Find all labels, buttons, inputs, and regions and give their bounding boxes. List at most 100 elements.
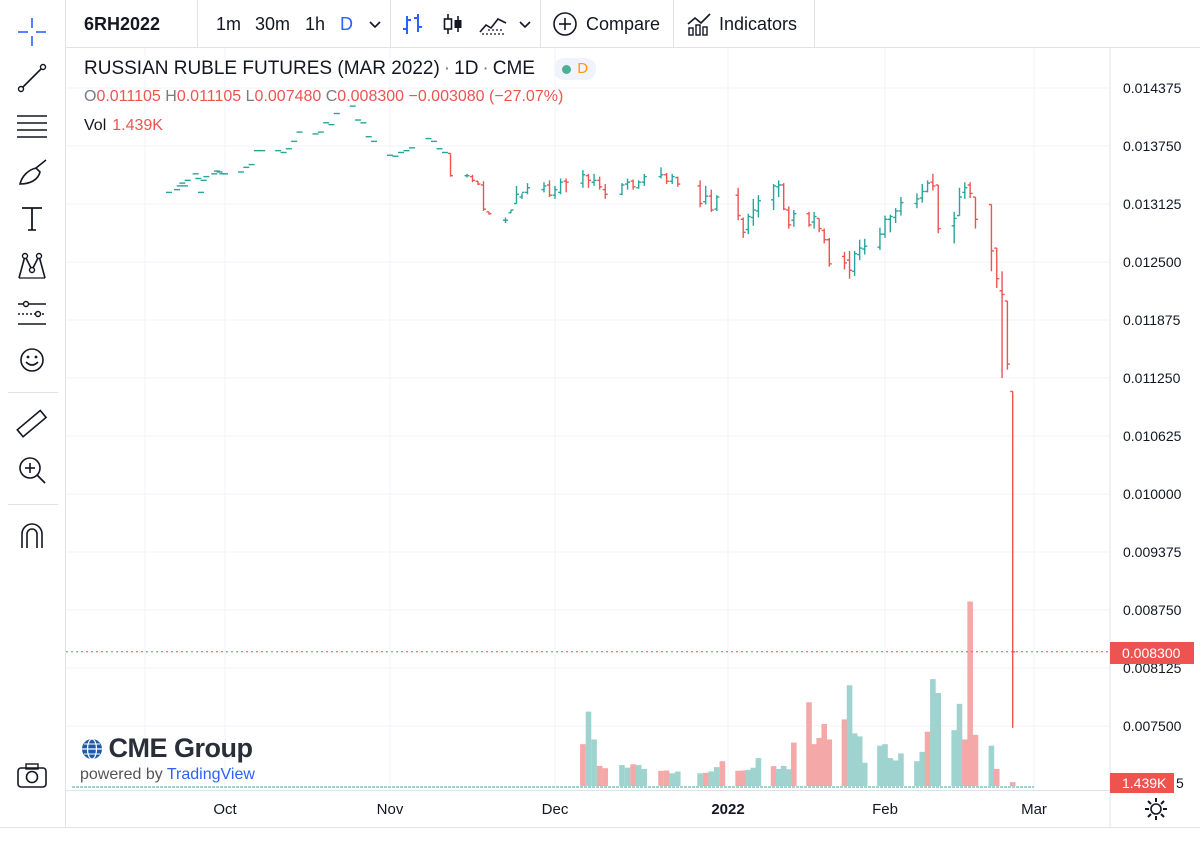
volume-bar: [972, 734, 979, 786]
ohlc-bar: [519, 191, 525, 199]
volume-bar: [740, 770, 746, 786]
ohlc-bar: [776, 180, 782, 198]
screenshot-camera-icon[interactable]: [14, 758, 50, 794]
volume-bar: [887, 758, 894, 786]
close-key: C: [325, 88, 338, 106]
chart-legend: RUSSIAN RUBLE FUTURES (MAR 2022) · 1D · CME …: [84, 58, 597, 135]
ohlc-bar: [664, 172, 670, 185]
watermark[interactable]: CME Group powered by TradingView: [80, 733, 255, 784]
volume-bar: [935, 693, 942, 786]
ohlc-bar: [619, 183, 625, 196]
prediction-tool-icon[interactable]: [14, 296, 50, 332]
brush-icon[interactable]: [14, 156, 50, 192]
ohlc-bar: [898, 197, 904, 216]
ohlc-bar: [882, 215, 888, 238]
volume-bar: [602, 768, 609, 786]
ohlc-bar: [740, 217, 746, 238]
tradingview-link[interactable]: TradingView: [166, 766, 255, 783]
ohlc-bar: [503, 217, 508, 224]
volume-bar: [663, 770, 670, 786]
timeframe-30m[interactable]: 30m: [255, 14, 291, 34]
price-tick: 0.007500: [1123, 718, 1182, 734]
candles-chart-type-icon[interactable]: [440, 10, 466, 38]
volume-bar: [861, 762, 868, 786]
volume-bar: [591, 739, 597, 786]
volume-bar: [791, 742, 797, 786]
magnet-icon[interactable]: [14, 518, 50, 554]
ohlc-bar: [714, 195, 720, 211]
timeframe-d[interactable]: D: [340, 14, 353, 34]
indicators-icon[interactable]: [686, 10, 714, 38]
legend-title-row[interactable]: RUSSIAN RUBLE FUTURES (MAR 2022) · 1D · CME …: [84, 58, 597, 80]
ohlc-bar: [636, 180, 642, 189]
ohlc-bar: [914, 193, 920, 209]
text-tool-icon[interactable]: [14, 200, 50, 236]
volume-bar: [877, 745, 883, 786]
ohlc-bar: [563, 178, 569, 193]
measure-ruler-icon[interactable]: [14, 406, 50, 442]
ohlc-bar: [508, 209, 514, 214]
volume-bar: [785, 769, 792, 786]
exchange-label: CME: [492, 58, 535, 79]
time-tick: Mar: [1021, 801, 1047, 818]
chart-type-dropdown-chevron-icon[interactable]: [516, 10, 534, 38]
volume-bar: [775, 768, 782, 786]
volume-label: Vol: [84, 117, 107, 135]
cme-group-logo: CME Group: [80, 733, 255, 764]
price-tick: 0.010000: [1123, 486, 1182, 502]
ohlc-bar: [755, 195, 761, 218]
ohlc-bar: [464, 173, 470, 178]
compare-plus-icon[interactable]: [552, 10, 578, 38]
time-axis[interactable]: Oct Nov Dec 2022 Feb Mar: [66, 790, 1110, 828]
ohlc-bar: [852, 250, 858, 276]
bar-chart-type-icon[interactable]: [400, 10, 426, 38]
volume-bar: [826, 739, 833, 786]
ohlc-bar: [597, 176, 603, 190]
market-status-badge[interactable]: D: [554, 58, 597, 80]
crosshair-icon[interactable]: [14, 14, 50, 50]
ohlc-bar: [862, 238, 868, 255]
last-price-tag: 0.008300: [1110, 642, 1194, 664]
ohlc-bar: [630, 179, 636, 190]
pattern-tool-icon[interactable]: [14, 248, 50, 284]
price-tick: 0.013750: [1123, 138, 1182, 154]
ohlc-bar: [658, 167, 664, 179]
volume-bar: [956, 703, 963, 786]
ohlc-bar: [821, 228, 827, 244]
ohlc-bar: [703, 185, 709, 205]
ohlc-bar: [602, 184, 608, 199]
volume-bar: [596, 765, 603, 786]
trend-line-icon[interactable]: [14, 60, 50, 96]
ohlc-bar: [951, 211, 957, 244]
timeframe-dropdown-chevron-icon[interactable]: [366, 10, 384, 38]
volume-bar: [841, 719, 848, 786]
volume-bar: [993, 768, 1000, 786]
timeframe-1m[interactable]: 1m: [216, 14, 242, 34]
fib-retracement-icon[interactable]: [14, 108, 50, 144]
ohlc-bar: [811, 211, 817, 229]
price-tick: 0.014375: [1123, 80, 1182, 96]
volume-value: 1.439K: [112, 117, 163, 135]
compare-button[interactable]: Compare: [586, 14, 661, 34]
interval-label: 1D: [454, 58, 479, 79]
ohlc-bar: [957, 187, 962, 217]
chart-settings-gear-icon[interactable]: [1143, 796, 1169, 822]
ohlc-bar: [925, 180, 931, 193]
area-chart-type-icon[interactable]: [478, 10, 508, 38]
volume-legend[interactable]: Vol 1.439K: [84, 117, 596, 135]
ohlc-bar: [786, 206, 792, 229]
drawing-toolbar: [0, 0, 66, 828]
ohlc-bar: [475, 180, 481, 185]
volume-bar: [780, 765, 787, 786]
symbol-search[interactable]: 6RH2022: [84, 14, 161, 34]
price-tick: 0.008125: [1123, 660, 1182, 676]
indicators-button[interactable]: Indicators: [719, 14, 798, 34]
zoom-in-icon[interactable]: [14, 452, 50, 488]
ohlc-bar: [641, 173, 647, 186]
volume-bar: [702, 772, 709, 786]
timeframe-1h[interactable]: 1h: [305, 14, 326, 34]
ohlc-bars: [448, 152, 1016, 728]
emoji-smiley-icon[interactable]: [14, 342, 50, 378]
